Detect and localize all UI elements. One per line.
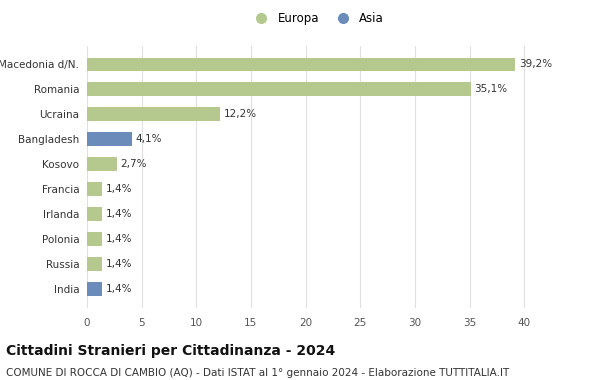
Bar: [87, 182, 102, 196]
Text: 39,2%: 39,2%: [518, 59, 552, 70]
Bar: [87, 82, 470, 96]
Text: 4,1%: 4,1%: [135, 134, 161, 144]
Legend: Europa, Asia: Europa, Asia: [249, 12, 384, 25]
Text: 12,2%: 12,2%: [224, 109, 257, 119]
Text: 1,4%: 1,4%: [106, 259, 132, 269]
Text: COMUNE DI ROCCA DI CAMBIO (AQ) - Dati ISTAT al 1° gennaio 2024 - Elaborazione TU: COMUNE DI ROCCA DI CAMBIO (AQ) - Dati IS…: [6, 368, 509, 378]
Text: 1,4%: 1,4%: [106, 184, 132, 194]
Bar: [87, 232, 102, 246]
Text: 1,4%: 1,4%: [106, 284, 132, 294]
Bar: [87, 257, 102, 271]
Text: 1,4%: 1,4%: [106, 209, 132, 219]
Text: 2,7%: 2,7%: [120, 159, 146, 169]
Bar: [87, 132, 132, 146]
Text: 1,4%: 1,4%: [106, 234, 132, 244]
Bar: [87, 282, 102, 296]
Bar: [87, 57, 515, 71]
Bar: [87, 157, 116, 171]
Bar: [87, 207, 102, 221]
Text: 35,1%: 35,1%: [474, 84, 507, 94]
Bar: [87, 108, 220, 121]
Text: Cittadini Stranieri per Cittadinanza - 2024: Cittadini Stranieri per Cittadinanza - 2…: [6, 344, 335, 358]
